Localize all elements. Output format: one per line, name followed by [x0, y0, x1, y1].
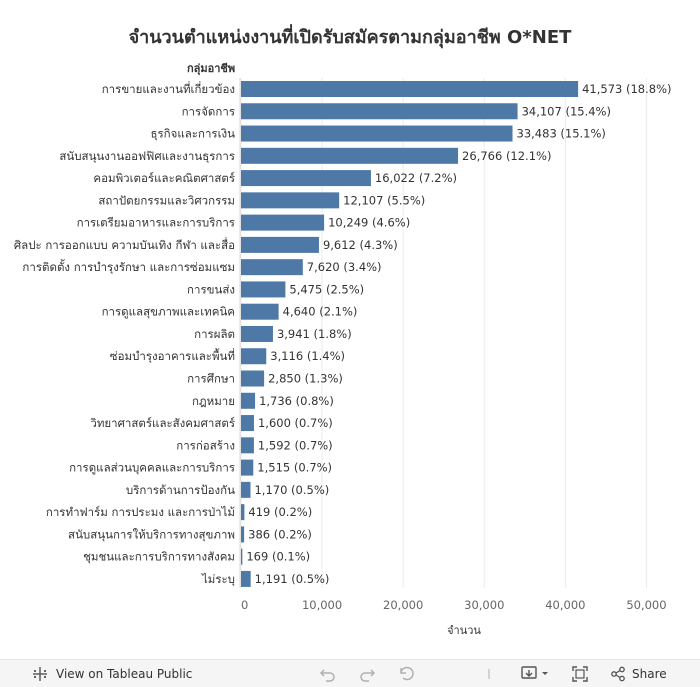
data-label: 1,515 (0.7%): [257, 461, 332, 475]
category-label: การดูแลส่วนบุคคลและการบริการ: [69, 461, 235, 475]
category-label: ซ่อมบำรุงอาคารและพื้นที่: [110, 348, 235, 363]
data-label: 5,475 (2.5%): [289, 282, 364, 296]
bar: [241, 303, 279, 320]
redo-icon[interactable]: [357, 664, 377, 684]
data-label: 9,612 (4.3%): [323, 238, 398, 252]
category-label: การศึกษา: [187, 372, 235, 386]
data-label: 1,600 (0.7%): [258, 416, 333, 430]
category-label: การเตรียมอาหารและการบริการ: [77, 216, 235, 230]
data-label: 33,483 (15.1%): [517, 127, 606, 141]
bar: [241, 370, 265, 387]
x-tick-label: 30,000: [464, 598, 504, 612]
x-tick-label: 20,000: [383, 598, 423, 612]
bar: [241, 170, 371, 187]
x-tick-label: 40,000: [545, 598, 585, 612]
x-axis-title: จำนวน: [447, 624, 481, 637]
bar: [241, 103, 518, 120]
view-on-tableau-label: View on Tableau Public: [56, 666, 193, 681]
view-on-tableau-public-link[interactable]: View on Tableau Public: [32, 660, 192, 687]
data-label: 16,022 (7.2%): [375, 171, 457, 185]
data-label: 7,620 (3.4%): [307, 260, 382, 274]
data-label: 4,640 (2.1%): [283, 305, 358, 319]
data-label: 10,249 (4.6%): [328, 216, 410, 230]
category-label: ธุรกิจและการเงิน: [150, 127, 235, 141]
category-label: การขายและงานที่เกี่ยวข้อง: [102, 81, 235, 96]
download-icon[interactable]: [520, 664, 552, 684]
revert-icon[interactable]: [397, 664, 417, 684]
category-label: ไม่ระบุ: [201, 572, 235, 586]
category-label: การขนส่ง: [187, 282, 235, 296]
category-label: การทำฟาร์ม การประมง และการป่าไม้: [46, 505, 235, 519]
bar: [241, 348, 267, 365]
bar: [241, 325, 273, 342]
bar: [241, 459, 254, 476]
toolbar-separator: [488, 669, 490, 679]
bar: [241, 281, 286, 298]
x-tick-label: 50,000: [626, 598, 666, 612]
category-label: การจัดการ: [182, 104, 235, 118]
category-label: คอมพิวเตอร์และคณิตศาสตร์: [93, 171, 235, 185]
bar: [241, 214, 325, 231]
data-label: 41,573 (18.8%): [582, 82, 671, 96]
category-label: บริการด้านการป้องกัน: [126, 483, 235, 497]
x-tick-label: 0: [241, 598, 248, 612]
row-header: กลุ่มอาชีพ: [187, 62, 235, 76]
bar: [241, 259, 303, 276]
category-label: กฎหมาย: [192, 394, 235, 408]
chart-title: จำนวนตำแหน่งงานที่เปิดรับสมัครตามกลุ่มอา…: [128, 27, 572, 48]
data-label: 34,107 (15.4%): [522, 104, 611, 118]
bar: [241, 504, 245, 521]
bar: [241, 81, 579, 97]
bar: [241, 236, 319, 253]
data-label: 1,736 (0.8%): [259, 394, 334, 408]
data-label: 2,850 (1.3%): [268, 372, 343, 386]
data-label: 1,170 (0.5%): [254, 483, 329, 497]
category-label: วิทยาศาสตร์และสังคมศาสตร์: [90, 416, 235, 430]
category-label: การดูแลสุขภาพและเทคนิค: [102, 305, 235, 319]
share-icon: [611, 666, 625, 681]
tableau-toolbar: View on Tableau Public Share: [0, 659, 700, 687]
bar: [241, 437, 254, 454]
share-label: Share: [632, 666, 667, 681]
data-label: 12,107 (5.5%): [343, 193, 425, 207]
category-label: การก่อสร้าง: [176, 438, 235, 452]
x-tick-label: 10,000: [302, 598, 342, 612]
bar: [241, 526, 245, 543]
share-button[interactable]: Share: [610, 660, 667, 687]
data-label: 1,592 (0.7%): [258, 438, 333, 452]
category-label: สนับสนุนงานออฟฟิศและงานธุรการ: [59, 149, 235, 163]
data-label: 169 (0.1%): [246, 550, 310, 564]
data-label: 419 (0.2%): [248, 505, 312, 519]
bar: [241, 392, 256, 409]
bar: [241, 548, 243, 565]
category-label: สนับสนุนการให้บริการทางสุขภาพ: [68, 527, 235, 541]
data-label: 386 (0.2%): [248, 527, 312, 541]
category-label: สถาปัตยกรรมและวิศวกรรม: [98, 193, 235, 207]
data-label: 3,116 (1.4%): [270, 349, 345, 363]
bar: [241, 125, 513, 142]
bar: [241, 415, 254, 432]
category-label: ศิลปะ การออกแบบ ความบันเทิง กีฬา และสื่อ: [14, 237, 235, 252]
category-label: การผลิต: [194, 327, 235, 341]
data-label: 3,941 (1.8%): [277, 327, 352, 341]
tableau-logo-icon: [33, 666, 47, 681]
bar: [241, 481, 251, 498]
data-label: 1,191 (0.5%): [255, 572, 330, 586]
fullscreen-icon[interactable]: [570, 664, 590, 684]
category-label: การติดตั้ง การบำรุงรักษา และการซ่อมแซม: [22, 259, 235, 274]
bar: [241, 570, 251, 587]
category-label: ชุมชนและการบริการทางสังคม: [83, 550, 235, 564]
undo-icon[interactable]: [318, 664, 338, 684]
bar: [241, 147, 459, 164]
bar: [241, 192, 340, 209]
data-label: 26,766 (12.1%): [462, 149, 551, 163]
